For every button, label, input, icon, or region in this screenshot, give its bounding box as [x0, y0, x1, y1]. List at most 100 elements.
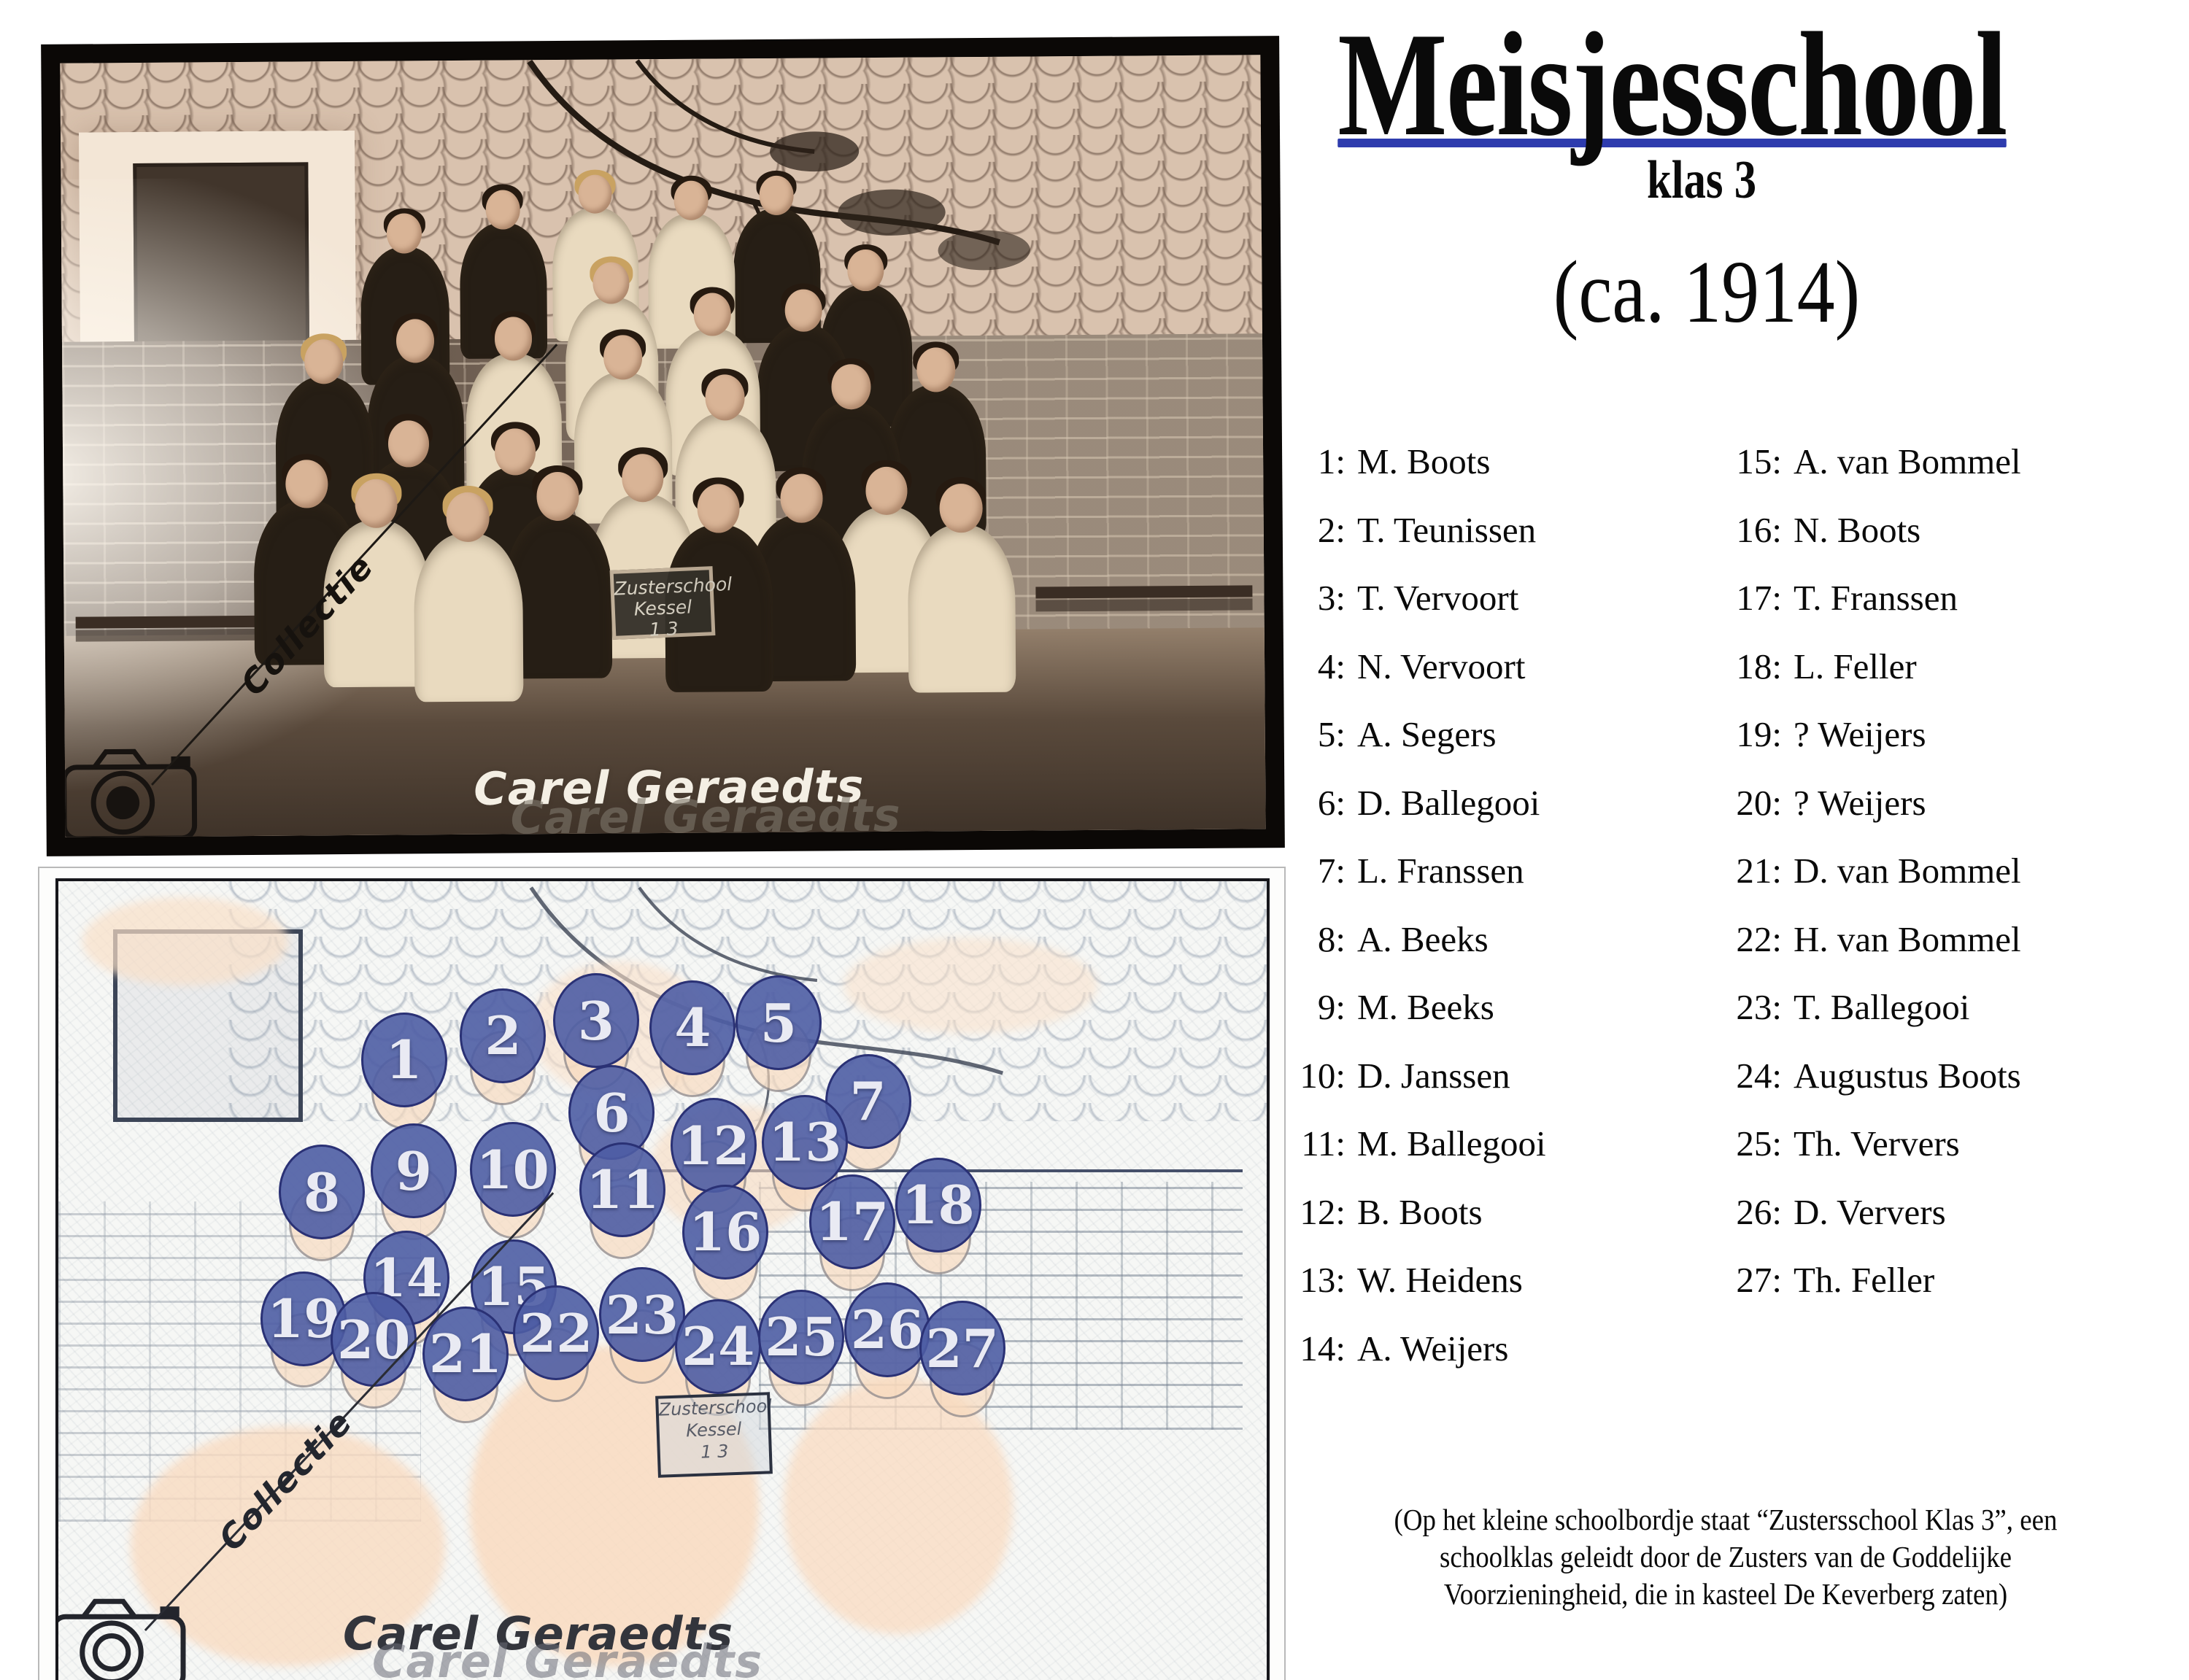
roster-number: 9: [1317, 987, 1346, 1027]
marker-circle-26: 26 [844, 1282, 931, 1377]
roster-number: 10: [1300, 1055, 1346, 1096]
roster-item: 5: A. Segers [1284, 713, 1546, 782]
marker-circle-13: 13 [762, 1094, 849, 1190]
tree-branches [527, 59, 1030, 330]
roster-item: 25: Th. Ververs [1721, 1123, 2021, 1191]
roster-number: 27: [1736, 1260, 1782, 1300]
sketch-peach-patch [82, 897, 288, 986]
roster-item: 24: Augustus Boots [1721, 1055, 2021, 1123]
marker-circle-3: 3 [552, 973, 639, 1069]
roster-name: N. Boots [1794, 509, 1921, 550]
marker-circle-18: 18 [895, 1157, 981, 1253]
roster-item: 27: Th. Feller [1721, 1259, 2021, 1328]
roster-name: M. Ballegooi [1357, 1123, 1546, 1164]
roster-number: 12: [1300, 1191, 1346, 1232]
title-underline [1337, 139, 2007, 147]
watermark-collectie: Collectie [210, 1401, 360, 1559]
roster-item: 19: ? Weijers [1721, 713, 2021, 782]
roster-item: 8: A. Beeks [1284, 918, 1546, 987]
roster-name: ? Weijers [1794, 714, 1926, 754]
sketch-peach-patch [783, 1377, 1014, 1635]
caption-note: (Op het kleine schoolbordje staat “Zuste… [1394, 1503, 2058, 1611]
roster-item: 11: M. Ballegooi [1284, 1123, 1546, 1191]
roster-name: A. van Bommel [1794, 441, 2021, 481]
roster-item: 1: M. Boots [1284, 441, 1546, 509]
marker-circle-24: 24 [675, 1298, 762, 1394]
watermark-collectie: Collectie [232, 546, 382, 703]
roster-item: 2: T. Teunissen [1284, 509, 1546, 578]
roster-name: H. van Bommel [1794, 918, 2021, 959]
marker-circle-22: 22 [513, 1285, 600, 1381]
page-subtitle: klas 3 [1646, 150, 1757, 210]
roster-name: D. Ballegooi [1357, 782, 1540, 823]
roster-item: 23: T. Ballegooi [1721, 986, 2021, 1055]
roster-number: 5: [1317, 714, 1346, 754]
watermark-bottom: Collectie Carel Geraedts Carel Geraedts [58, 881, 1267, 1680]
roster-number: 6: [1317, 782, 1346, 823]
marker-circle-8: 8 [279, 1145, 365, 1240]
sketch-peach-patch [843, 937, 1098, 1034]
marker-circle-5: 5 [735, 975, 822, 1071]
original-class-photo: Zusterschool Kessel 1 3 Collectie Carel … [41, 36, 1285, 856]
roster-number: 19: [1736, 714, 1782, 754]
marker-circle-16: 16 [682, 1184, 769, 1280]
marker-circle-21: 21 [422, 1306, 509, 1401]
roster-name: ? Weijers [1794, 782, 1926, 823]
roster-name: B. Boots [1357, 1191, 1483, 1232]
roster-number: 14: [1300, 1328, 1346, 1369]
marker-circle-2: 2 [460, 988, 547, 1083]
sketch-scene: Zusterschool Kessel 1 3 1 2 3 4 5 6 7 8 9 10 11 12 1… [55, 878, 1270, 1680]
marker-circle-27: 27 [919, 1301, 1005, 1396]
roster-name: Augustus Boots [1794, 1055, 2021, 1096]
roster-item: 15: A. van Bommel [1721, 441, 2021, 509]
roster-name: D. Janssen [1357, 1055, 1510, 1096]
roster-name: D. Ververs [1794, 1191, 1946, 1232]
marker-circle-9: 9 [370, 1123, 457, 1219]
marker-circle-12: 12 [670, 1098, 757, 1193]
roster-column-left: 1: M. Boots 2: T. Teunissen 3: T. Vervoort 4: N… [1284, 441, 1546, 1396]
roster-item: 26: D. Ververs [1721, 1191, 2021, 1260]
roster-name: T. Teunissen [1357, 509, 1537, 550]
roster-item: 12: B. Boots [1284, 1191, 1546, 1260]
roster-number: 23: [1736, 987, 1782, 1027]
roster-number: 22: [1736, 918, 1782, 959]
watermark-author: Carel Geraedts [343, 1607, 734, 1660]
roster-name: D. van Bommel [1794, 851, 2021, 891]
watermark-top: Collectie Carel Geraedts Carel Geraedts [60, 55, 1265, 837]
roster-number: 8: [1317, 918, 1346, 959]
roster-number: 16: [1736, 509, 1782, 550]
marker-circle-25: 25 [758, 1289, 845, 1385]
roster-number: 21: [1736, 851, 1782, 891]
roster-number: 17: [1736, 578, 1782, 618]
roster-number: 13: [1300, 1260, 1346, 1300]
roster-name: Th. Ververs [1794, 1123, 1960, 1164]
roster-number: 25: [1736, 1123, 1782, 1164]
marker-circle-20: 20 [331, 1292, 417, 1387]
roster-name: W. Heidens [1357, 1260, 1523, 1300]
marker-circle-6: 6 [568, 1065, 655, 1161]
info-column: Meisjesschool klas 3 (ca. 1914) 1: M. Boo… [1284, 0, 2189, 1680]
roster-name: M. Beeks [1357, 987, 1494, 1027]
roster-item: 18: L. Feller [1721, 646, 2021, 714]
roster-name: A. Beeks [1357, 918, 1489, 959]
roster-item: 21: D. van Bommel [1721, 850, 2021, 918]
marker-circle-11: 11 [579, 1142, 666, 1237]
marker-circle-17: 17 [808, 1174, 895, 1269]
marker-circle-10: 10 [469, 1122, 556, 1218]
marker-circle-23: 23 [598, 1267, 685, 1363]
roster-number: 20: [1736, 782, 1782, 823]
roster-item: 4: N. Vervoort [1284, 646, 1546, 714]
roster-number: 2: [1317, 509, 1346, 550]
roster-number: 1: [1317, 441, 1346, 481]
roster-name: N. Vervoort [1357, 646, 1526, 686]
roster-item: 3: T. Vervoort [1284, 577, 1546, 646]
roster-number: 18: [1736, 646, 1782, 686]
roster-column-right: 15: A. van Bommel 16: N. Boots 17: T. Fransse… [1721, 441, 2021, 1328]
sketch-class-photo: Zusterschool Kessel 1 3 1 2 3 4 5 6 7 8 9 10 11 12 1… [38, 867, 1286, 1680]
roster-item: 7: L. Franssen [1284, 850, 1546, 918]
roster-item: 13: W. Heidens [1284, 1259, 1546, 1328]
roster-item: 20: ? Weijers [1721, 782, 2021, 851]
marker-circle-4: 4 [649, 980, 736, 1075]
watermark-author-ghost: Carel Geraedts [372, 1635, 763, 1680]
